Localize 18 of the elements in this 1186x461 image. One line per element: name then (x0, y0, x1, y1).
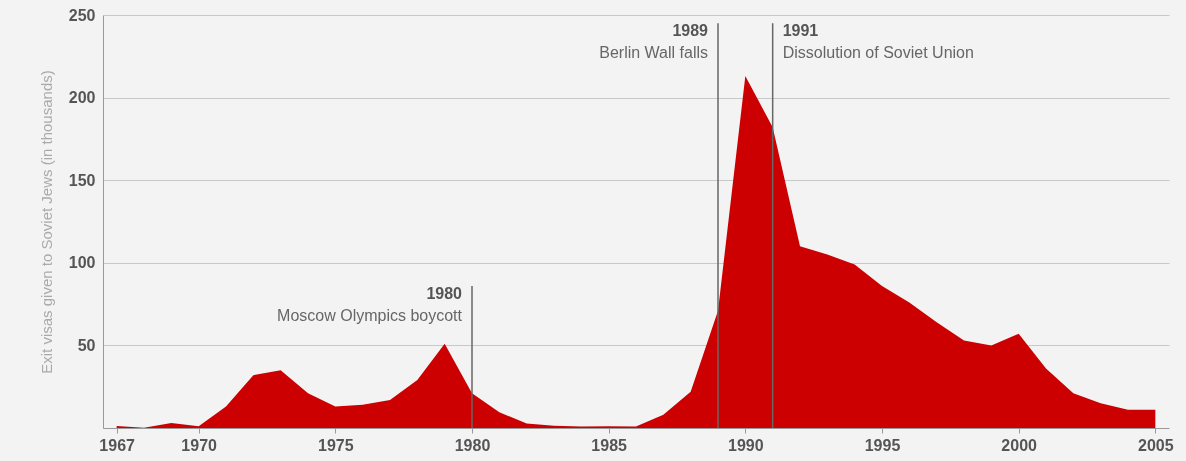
y-tick-label: 150 (68, 171, 96, 189)
text: 1989 Berlin Wall falls (599, 22, 708, 62)
x-tick-label: 1990 (728, 436, 764, 454)
x-tick-label: 1975 (318, 436, 354, 454)
y-tick-label: 200 (68, 89, 96, 107)
y-tick-label: 250 (68, 6, 96, 24)
y-axis-title: Exit visas given to Soviet Jews (in thousands) (37, 70, 55, 374)
text: 1980 Moscow Olympics boycott (277, 284, 462, 324)
ref-line-label: 1991 Dissolution of Soviet Union (782, 22, 974, 62)
x-tick-label: 1967 (99, 436, 136, 454)
x-tick-label: 1980 (454, 436, 491, 454)
x-tick-label: 2000 (1001, 436, 1038, 454)
x-tick-label: 1995 (864, 436, 901, 454)
x-tick-label: 2005 (1138, 436, 1174, 454)
y-tick-label: 50 (77, 336, 96, 354)
y-tick-label: 100 (68, 254, 96, 272)
x-tick-label: 1970 (181, 436, 218, 454)
x-tick-label: 1985 (591, 436, 628, 454)
